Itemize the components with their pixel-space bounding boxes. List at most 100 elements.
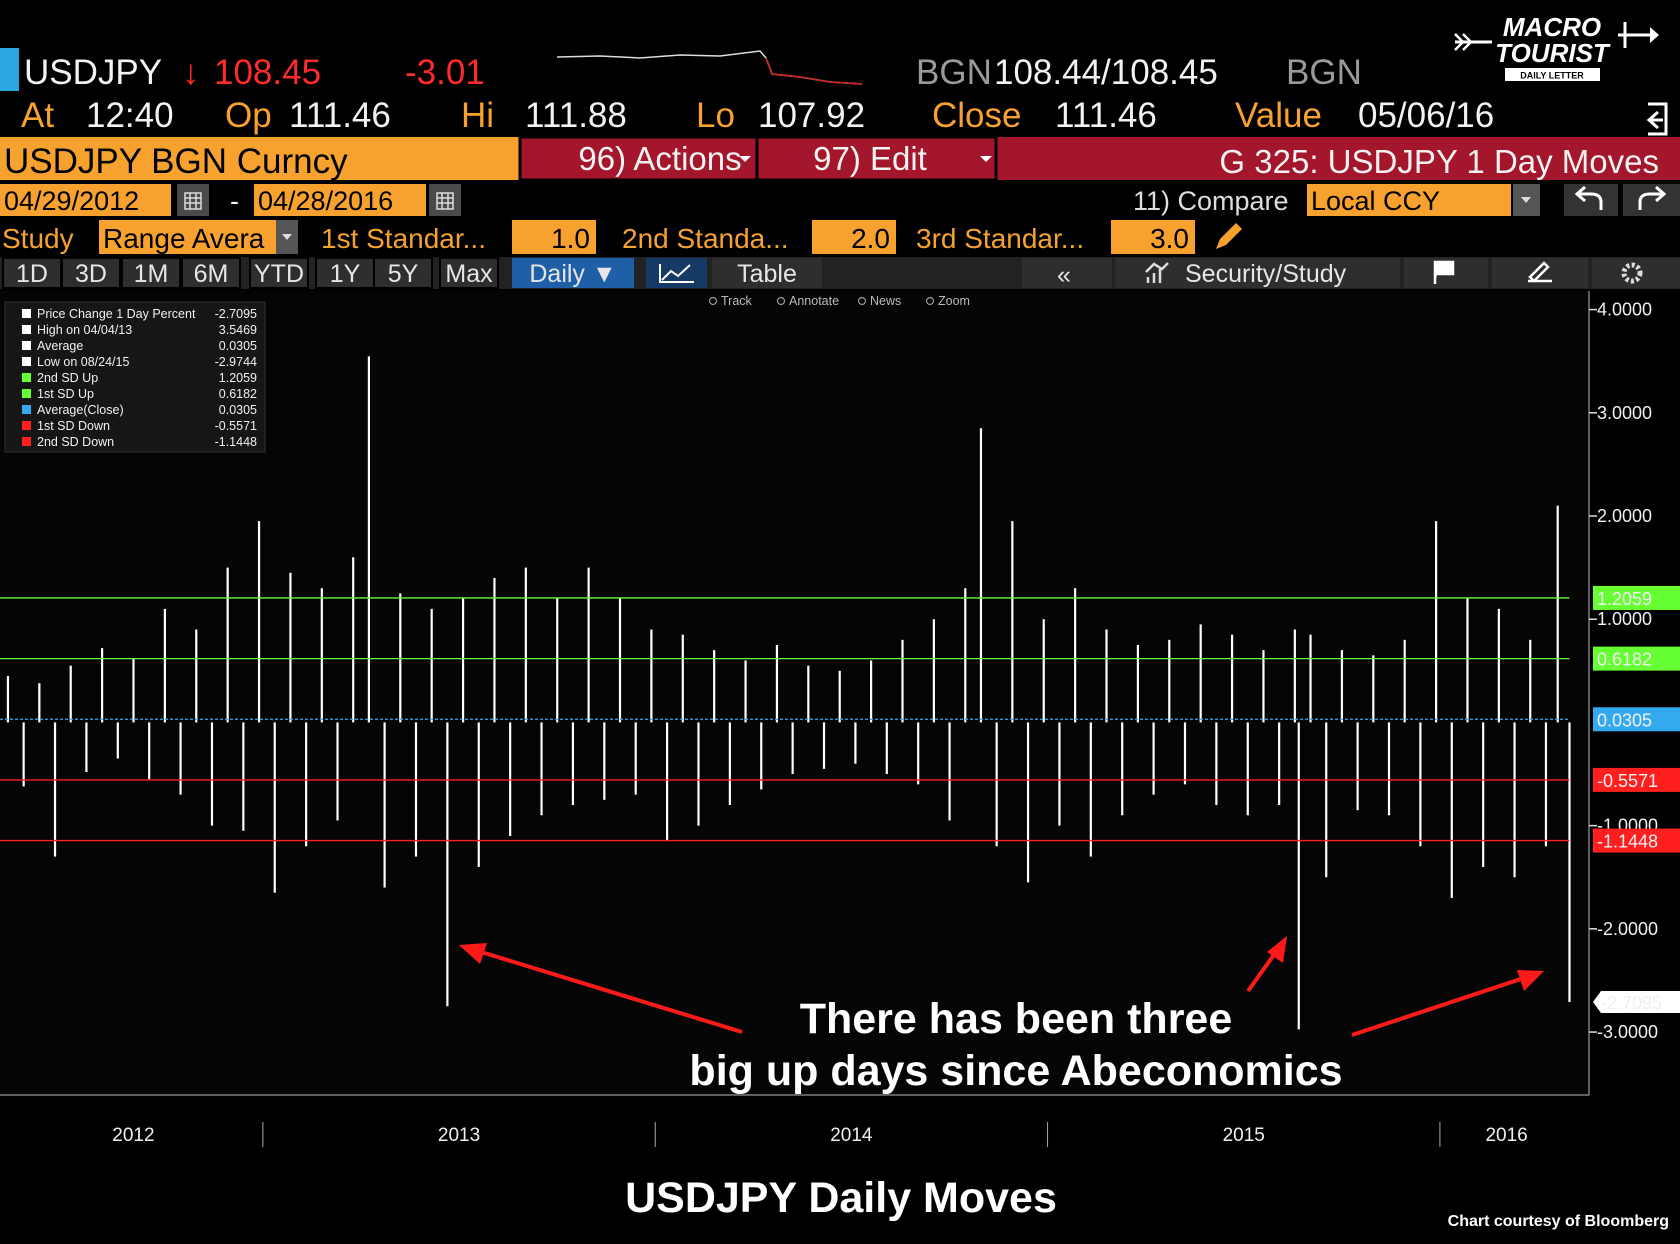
stat-value: 111.46 (1055, 96, 1157, 135)
bar (273, 722, 276, 893)
pencil-icon[interactable] (1216, 223, 1242, 249)
draw-button[interactable] (1492, 258, 1588, 288)
export-icon[interactable] (1646, 102, 1668, 136)
bar (1325, 722, 1328, 878)
currency-box[interactable] (1307, 184, 1511, 216)
sd-row: 1st Standar... 1.0 2nd Standa... 2.0 3rd Sta… (321, 220, 1195, 254)
sd-box[interactable] (1111, 220, 1195, 254)
period-button[interactable] (512, 258, 634, 288)
y-tick-label: 3.0000 (1597, 403, 1652, 423)
bar (1340, 650, 1344, 723)
bar (1262, 650, 1265, 723)
table-button[interactable] (712, 258, 822, 288)
tab-button[interactable] (315, 257, 375, 289)
bar (179, 722, 182, 795)
bar (1544, 722, 1548, 847)
y-tick-label: -2.0000 (1597, 919, 1658, 939)
bar (85, 722, 88, 772)
bar (1482, 722, 1485, 867)
reference-label: 0.0305 (1597, 710, 1652, 730)
bar (1309, 634, 1312, 723)
tab-button[interactable] (181, 257, 241, 289)
security-study-button[interactable] (1115, 258, 1400, 288)
legend-label: 1st SD Down (37, 419, 110, 433)
compare-button[interactable]: 11) Compare (1133, 186, 1289, 216)
security-name: USDJPY BGN Curncy (4, 142, 348, 181)
flag-icon (1433, 260, 1455, 284)
tab-button[interactable] (439, 257, 499, 289)
chart-tool[interactable]: Zoom (938, 294, 970, 308)
dropdown-arrow (739, 156, 751, 162)
logo: MACRO TOURIST DAILY LETTER (1454, 12, 1659, 81)
study-name: Range Avera (103, 223, 265, 254)
bar (352, 557, 355, 723)
actions-button[interactable] (518, 135, 759, 182)
bar (132, 658, 135, 723)
settings-icon (1621, 262, 1643, 284)
tab-button[interactable] (2, 257, 62, 289)
bar (524, 567, 527, 723)
legend-swatch (22, 373, 31, 382)
stat-value: 12:40 (86, 96, 174, 135)
legend-value: 0.6182 (219, 387, 257, 401)
dropdown-arrow (980, 156, 992, 162)
calendar-button[interactable] (429, 184, 461, 216)
study-box[interactable] (99, 220, 276, 254)
x-tick-label: 2015 (1223, 1125, 1265, 1146)
calendar-icon (436, 192, 454, 210)
bar (885, 722, 888, 775)
sparkline-down (765, 57, 863, 85)
legend-swatch (22, 389, 31, 398)
legend-swatch (22, 437, 31, 446)
settings-button[interactable] (1592, 258, 1680, 288)
date-separator: - (230, 186, 239, 216)
bar (289, 572, 292, 723)
date-to-box[interactable] (254, 184, 426, 216)
calendar-button[interactable] (177, 184, 209, 216)
chart-tool[interactable]: News (870, 294, 901, 308)
legend-value: 3.5469 (219, 323, 257, 337)
back-button[interactable] (1022, 258, 1112, 288)
bar (697, 722, 700, 826)
date-from-box[interactable] (0, 184, 171, 216)
undo-button[interactable] (1564, 184, 1618, 216)
sd-box[interactable] (812, 220, 896, 254)
tab-button[interactable] (61, 257, 121, 289)
logo-line: DAILY LETTER (1520, 71, 1584, 81)
bar (367, 356, 371, 723)
security-box[interactable] (0, 137, 520, 180)
chart-view-button[interactable] (646, 258, 707, 288)
bar (116, 722, 119, 759)
logo-banner (1505, 68, 1600, 81)
quote-source: BGN (1286, 53, 1362, 92)
legend-value: -2.7095 (215, 307, 257, 321)
legend-box (4, 301, 266, 453)
chart-tool[interactable]: Annotate (789, 294, 839, 308)
logo-arrow-head (1650, 27, 1659, 43)
bar (414, 722, 418, 857)
chart-tool[interactable]: Track (721, 294, 753, 308)
reference-label-box (1593, 707, 1680, 732)
stat-label: Op (225, 96, 272, 135)
annotation-arrow (1246, 950, 1278, 993)
tab-label: 6M (194, 260, 229, 288)
tab-button[interactable] (373, 257, 433, 289)
bar (901, 639, 904, 723)
legend-swatch (22, 357, 31, 366)
logo-line: MACRO (1503, 12, 1601, 42)
tab-button[interactable] (249, 257, 309, 289)
bar (1293, 629, 1296, 723)
bar (1556, 505, 1559, 723)
bar (1497, 608, 1500, 723)
edit-button[interactable] (755, 135, 998, 182)
bar (1215, 722, 1218, 805)
sd-box[interactable] (512, 220, 596, 254)
redo-button[interactable] (1623, 184, 1680, 216)
legend-swatch (22, 405, 31, 414)
bar (948, 722, 951, 821)
direction-arrow: ↓ (182, 53, 200, 92)
bar (320, 588, 323, 723)
tab-button[interactable] (121, 257, 181, 289)
last-value-box (1593, 991, 1680, 1014)
stat-value: 111.88 (525, 96, 627, 135)
